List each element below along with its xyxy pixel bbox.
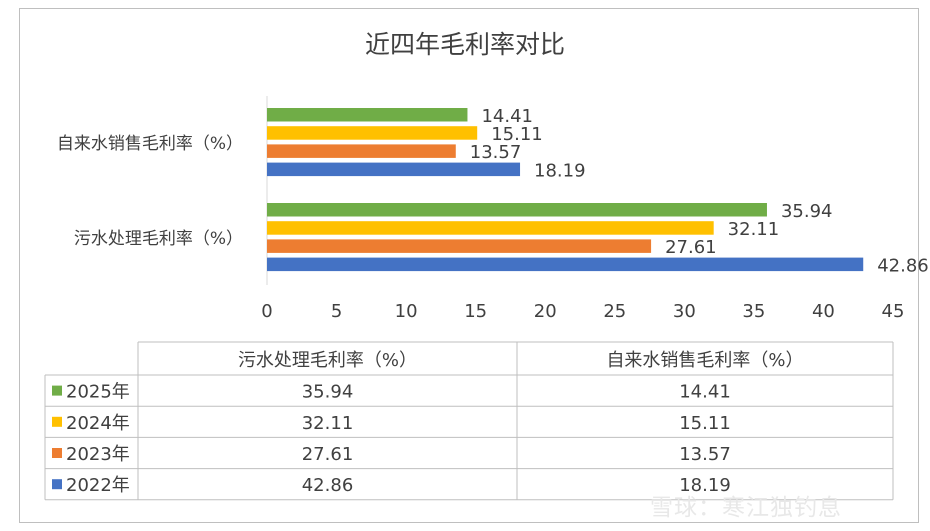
x-tick-label: 45: [882, 301, 905, 322]
data-label: 35.94: [781, 201, 833, 222]
table-cell: 27.61: [302, 444, 354, 465]
table-cell: 35.94: [302, 382, 354, 403]
chart-title: 近四年毛利率对比: [365, 30, 565, 59]
table-cell: 32.11: [302, 413, 354, 434]
bar-2025年-0: [267, 108, 468, 122]
data-label: 13.57: [470, 142, 522, 163]
category-label: 自来水销售毛利率（%）: [57, 134, 243, 154]
bar-2023年-0: [267, 144, 456, 158]
x-tick-label: 35: [742, 301, 765, 322]
bar-2022年-1: [267, 257, 864, 272]
bar-2023年-1: [267, 239, 652, 253]
table-header: 自来水销售毛利率（%）: [606, 350, 803, 371]
legend-key: [52, 448, 62, 458]
data-label: 27.61: [665, 237, 717, 258]
table-row-label: 2022年: [66, 475, 130, 496]
x-tick-label: 30: [673, 301, 696, 322]
data-label: 14.41: [481, 106, 533, 127]
x-tick-label: 10: [395, 301, 418, 322]
chart-frame: [19, 8, 919, 523]
x-tick-label: 0: [261, 301, 272, 322]
data-label: 42.86: [877, 255, 929, 276]
table-row-label: 2024年: [66, 413, 130, 434]
bar-2025年-1: [267, 203, 767, 217]
category-label: 污水处理毛利率（%）: [74, 229, 243, 249]
x-tick-label: 15: [464, 301, 487, 322]
bar-2024年-0: [267, 126, 478, 140]
data-label: 18.19: [534, 160, 586, 181]
data-label: 32.11: [728, 219, 780, 240]
x-tick-label: 25: [603, 301, 626, 322]
x-tick-label: 20: [534, 301, 557, 322]
legend-key: [52, 479, 62, 490]
x-tick-label: 5: [331, 301, 342, 322]
table-cell: 18.19: [679, 475, 731, 496]
table-cell: 13.57: [679, 444, 731, 465]
table-row-label: 2023年: [66, 444, 130, 465]
legend-key: [52, 385, 62, 396]
legend-key: [52, 416, 62, 427]
data-label: 15.11: [491, 124, 543, 145]
x-tick-label: 40: [812, 301, 835, 322]
table-cell: 15.11: [679, 413, 731, 434]
table-cell: 14.41: [679, 382, 731, 403]
table-row-label: 2025年: [66, 382, 130, 403]
table-cell: 42.86: [302, 475, 354, 496]
bar-2024年-1: [267, 221, 714, 235]
watermark: 雪球：寒江独钓息: [650, 495, 842, 521]
bar-2022年-0: [267, 162, 521, 177]
table-header: 污水处理毛利率（%）: [238, 350, 417, 371]
